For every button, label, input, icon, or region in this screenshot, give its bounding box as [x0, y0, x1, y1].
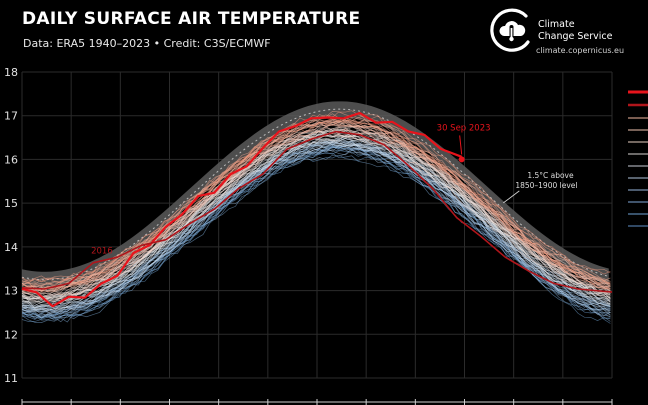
chart-title: DAILY SURFACE AIR TEMPERATURE: [22, 9, 361, 29]
historical-years-lines: [21, 110, 611, 324]
y-tick-label: 18: [4, 66, 18, 79]
historical-year-line: [21, 143, 611, 312]
threshold-dashed-line: [21, 108, 609, 281]
annotation-30-sep-2023: 30 Sep 2023: [437, 123, 491, 133]
brand-name-line2: Change Service: [538, 31, 613, 42]
y-tick-label: 12: [4, 328, 18, 341]
threshold-band: [21, 101, 609, 288]
annotation-threshold-arrow: [503, 190, 520, 204]
brand-name-line1: Climate: [538, 19, 575, 30]
brand-url-link[interactable]: climate.copernicus.eu: [536, 46, 625, 55]
highlight-series: [21, 111, 613, 308]
brand-name: Climate Change Service: [538, 19, 638, 43]
x-axis: [21, 399, 613, 405]
historical-year-line: [21, 116, 611, 291]
y-tick-label: 11: [4, 372, 18, 385]
series-endpoint-2023: [458, 156, 465, 163]
historical-year-line: [21, 140, 611, 311]
copernicus-brand[interactable]: Climate Change Service climate.copernicu…: [488, 8, 638, 62]
threshold-band-area: [22, 101, 609, 288]
historical-year-line: [21, 119, 611, 284]
legend-swatches: [628, 90, 648, 227]
historical-year-line: [21, 110, 611, 283]
y-tick-label: 14: [4, 241, 18, 254]
annotation-2016: 2016: [91, 247, 113, 257]
historical-year-line: [21, 154, 611, 322]
y-tick-label: 13: [4, 285, 18, 298]
historical-year-line: [21, 139, 611, 309]
annotation-threshold-line2: 1850–1900 level: [515, 181, 577, 190]
series-line-2023: [21, 111, 463, 308]
y-axis-tick-labels: 11 12 13 14 15 16 17 18: [4, 66, 18, 385]
y-tick-label: 15: [4, 197, 18, 210]
y-tick-label: 16: [4, 153, 18, 166]
annotation-threshold-line1: 1.5°C above: [527, 171, 574, 180]
historical-year-line: [21, 113, 611, 287]
annotation-arrow: [459, 135, 463, 155]
chart-subtitle: Data: ERA5 1940–2023 • Credit: C3S/ECMWF: [23, 37, 271, 50]
thermometer-cloud-icon: [490, 8, 530, 52]
y-tick-label: 17: [4, 110, 18, 123]
series-line-2016: [21, 130, 613, 293]
